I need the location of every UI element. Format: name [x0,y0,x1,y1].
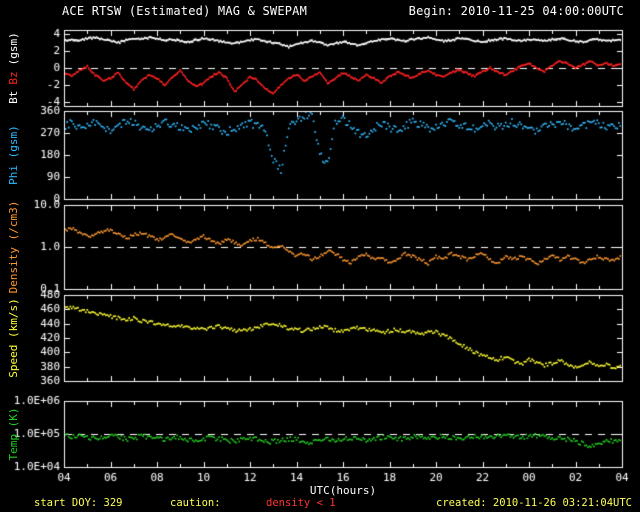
plot-title: ACE RTSW (Estimated) MAG & SWEPAM [62,4,308,18]
footer-created-timestamp: created: 2010-11-26 03:21:04UTC [436,497,632,509]
footer-caution-label: caution: [170,497,221,509]
footer-caution-value: density < 1 [266,497,336,509]
gsm-unit-label: (gsm) [7,32,20,66]
y-axis-label-temp: Temp (K) [7,407,20,461]
begin-timestamp: Begin: 2010-11-25 04:00:00UTC [408,4,624,18]
x-axis-label: UTC(hours) [309,484,377,497]
bz-label: Bz [7,71,20,85]
footer-start-doy: start DOY: 329 [34,497,123,509]
